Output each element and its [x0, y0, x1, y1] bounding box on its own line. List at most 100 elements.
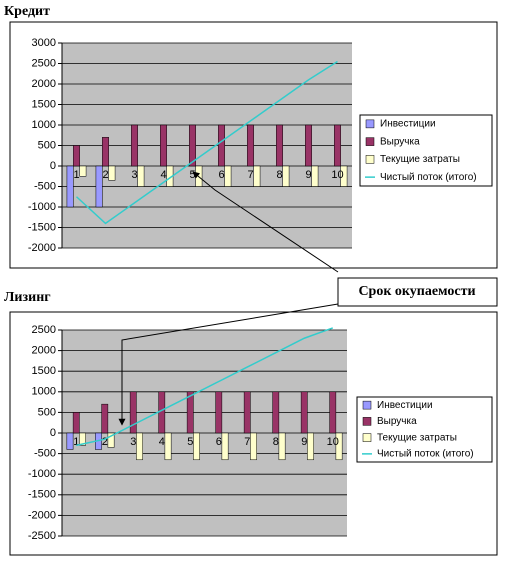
x-tick-label: 8: [276, 169, 282, 181]
y-tick-label: 1000: [32, 386, 56, 398]
y-tick-label: 3000: [32, 37, 56, 49]
y-tick-label: -2000: [28, 242, 56, 254]
x-tick-label: 7: [247, 169, 253, 181]
y-tick-label: -2000: [28, 509, 56, 521]
y-tick-label: 500: [38, 139, 56, 151]
bar: [66, 432, 74, 450]
x-tick-label: 5: [187, 436, 193, 448]
x-tick-label: 3: [130, 436, 136, 448]
y-tick-label: -500: [34, 448, 56, 460]
y-tick-label: 2000: [32, 78, 56, 90]
bar: [158, 391, 166, 434]
y-tick-label: 2000: [32, 345, 56, 357]
x-tick-label: 9: [305, 169, 311, 181]
line-series: [75, 60, 338, 225]
bar: [79, 432, 86, 446]
bar: [243, 391, 251, 434]
bar: [221, 432, 229, 461]
x-tick-label: 5: [189, 169, 195, 181]
bar: [307, 432, 314, 461]
y-tick-label: 1000: [32, 119, 56, 131]
x-tick-label: 7: [244, 436, 250, 448]
y-tick-label: -1500: [28, 221, 56, 233]
callout-line: [118, 303, 339, 426]
callout-box: [337, 277, 498, 307]
bar: [129, 391, 137, 434]
bar: [108, 165, 116, 181]
y-tick-label: -1000: [28, 468, 56, 480]
bar: [160, 124, 167, 167]
bar: [224, 165, 232, 187]
x-tick-label: 2: [102, 436, 108, 448]
x-tick-label: 4: [159, 436, 165, 448]
x-tick-label: 9: [301, 436, 307, 448]
callout-text: Срок окупаемости: [358, 284, 475, 299]
legend-label: Чистый поток (итого): [380, 172, 477, 183]
bar: [66, 165, 74, 208]
bar: [247, 124, 254, 167]
x-tick-label: 3: [131, 169, 137, 181]
bar: [329, 391, 337, 434]
y-tick-label: 0: [50, 427, 56, 439]
x-tick-label: 10: [331, 169, 343, 181]
x-tick-label: 8: [273, 436, 279, 448]
bar: [189, 124, 196, 167]
x-tick-label: 4: [160, 169, 166, 181]
bar: [335, 432, 343, 461]
legend-box: [359, 114, 493, 187]
x-tick-label: 10: [327, 436, 339, 448]
y-tick-label: 2500: [32, 324, 56, 336]
bar: [137, 165, 145, 187]
x-tick-label: 1: [73, 436, 79, 448]
legend-swatch: [365, 137, 375, 146]
legend-swatch: [362, 417, 372, 426]
bar: [101, 403, 109, 434]
legend-swatch: [365, 119, 375, 129]
y-tick-label: 500: [38, 406, 56, 418]
bar: [334, 124, 341, 167]
legend-label: Текущие затраты: [380, 154, 460, 165]
x-tick-label: 1: [73, 169, 79, 181]
bar: [311, 165, 319, 187]
charts: Кредит-2000-1500-1000-500050010001500200…: [4, 4, 498, 556]
x-tick-label: 2: [102, 169, 108, 181]
y-tick-label: 1500: [32, 365, 56, 377]
x-tick-label: 6: [218, 169, 224, 181]
chart-title: Кредит: [4, 4, 50, 19]
y-tick-label: -1500: [28, 489, 56, 501]
y-tick-label: -500: [34, 180, 56, 192]
bar: [340, 165, 348, 187]
bar: [282, 165, 290, 187]
y-tick-label: 2500: [32, 57, 56, 69]
bar: [72, 412, 80, 434]
bar: [215, 391, 223, 434]
bar: [136, 432, 143, 461]
legend-swatch: [362, 433, 372, 442]
legend-label: Инвестиции: [380, 119, 436, 130]
bar: [186, 391, 194, 434]
bar: [102, 137, 109, 167]
bar: [276, 124, 283, 167]
legend-label: Инвестиции: [377, 400, 433, 411]
bar: [300, 391, 308, 434]
y-tick-label: -1000: [28, 201, 56, 213]
callout-line: [192, 171, 339, 273]
legend-label: Выручка: [377, 416, 417, 427]
bar: [79, 165, 87, 177]
bar: [95, 165, 103, 208]
bar: [193, 432, 200, 461]
legend-label: Выручка: [380, 136, 420, 147]
y-tick-label: 1500: [32, 98, 56, 110]
y-tick-label: 0: [50, 160, 56, 172]
bar: [107, 432, 115, 448]
y-tick-label: -2500: [28, 530, 56, 542]
bar: [253, 165, 261, 187]
legend-label: Текущие затраты: [377, 432, 457, 443]
chart-title: Лизинг: [4, 290, 51, 305]
legend-swatch: [362, 400, 372, 410]
legend-swatch: [365, 155, 375, 164]
bar: [305, 124, 312, 167]
bar: [164, 432, 172, 461]
legend-label: Чистый поток (итого): [377, 449, 474, 460]
bar: [131, 124, 138, 167]
